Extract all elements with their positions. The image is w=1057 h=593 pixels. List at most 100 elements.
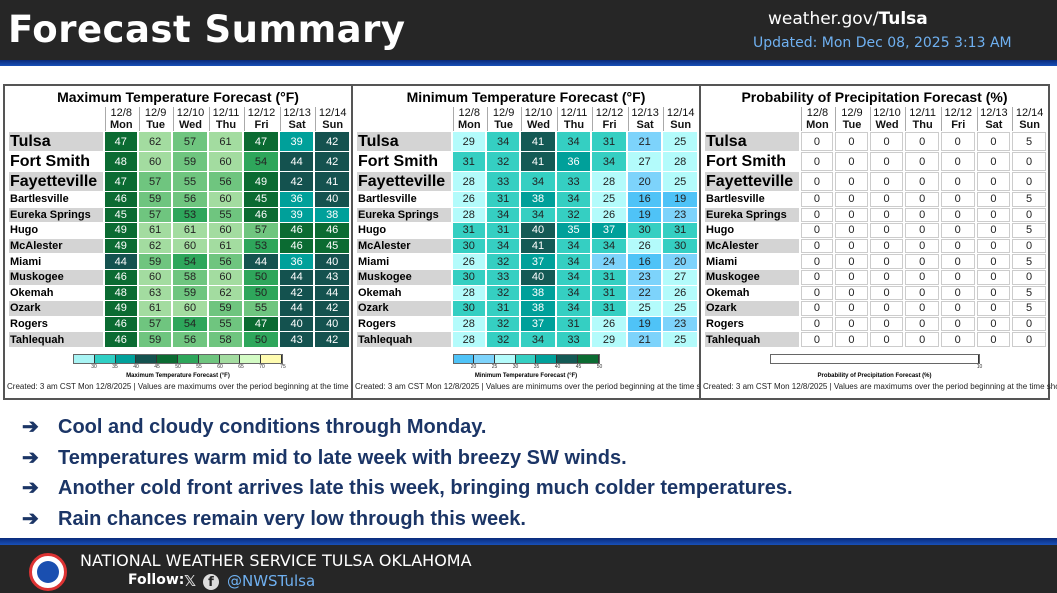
value-cell: 0 — [835, 285, 868, 301]
site-office: Tulsa — [878, 9, 928, 29]
value-cell: 54 — [173, 254, 207, 269]
value-cell: 5 — [1012, 192, 1046, 207]
legend-tick: 10 — [976, 363, 983, 370]
value-cell: 30 — [663, 238, 697, 254]
value-cell: 43 — [315, 269, 349, 285]
table-row: Fort Smith 48 60 59 60 54 44 42 — [9, 152, 349, 171]
value-cell: 40 — [521, 269, 555, 285]
value-cell: 26 — [592, 207, 626, 223]
city-name: Eureka Springs — [9, 207, 103, 223]
value-cell: 61 — [208, 132, 243, 151]
value-cell: 56 — [173, 192, 207, 207]
value-cell: 44 — [279, 301, 314, 316]
day-name: Thu — [912, 119, 933, 131]
value-cell: 0 — [976, 269, 1011, 285]
value-cell: 0 — [940, 238, 975, 254]
value-cell: 61 — [173, 223, 207, 238]
value-cell: 55 — [208, 207, 243, 223]
value-cell: 60 — [139, 269, 172, 285]
city-name: McAlester — [705, 238, 799, 254]
value-cell: 34 — [521, 172, 555, 191]
value-cell: 45 — [315, 238, 349, 254]
value-cell: 36 — [556, 152, 591, 171]
value-cell: 0 — [835, 238, 868, 254]
value-cell: 49 — [104, 301, 137, 316]
value-cell: 63 — [139, 285, 172, 301]
facebook-icon[interactable]: f — [203, 574, 219, 590]
value-cell: 0 — [940, 172, 975, 191]
table-row: Muskogee 46 60 58 60 50 44 43 — [9, 269, 349, 285]
value-cell: 42 — [315, 332, 349, 347]
value-cell: 61 — [208, 238, 243, 254]
value-cell: 34 — [556, 269, 591, 285]
value-cell: 0 — [940, 285, 975, 301]
city-name: Okemah — [358, 286, 402, 299]
day-header: 12/13 Sat — [279, 107, 314, 131]
value-cell: 57 — [173, 132, 207, 151]
social-handle[interactable]: @NWSTulsa — [227, 572, 316, 590]
value-cell: 0 — [905, 238, 939, 254]
value-cell: 40 — [315, 254, 349, 269]
value-cell: 47 — [104, 132, 137, 151]
day-date: 12/10 — [873, 107, 901, 119]
value-cell: 46 — [104, 332, 137, 347]
city-name: Fort Smith — [10, 152, 90, 170]
value-cell: 23 — [627, 269, 662, 285]
value-cell: 0 — [835, 172, 868, 191]
table-row: Miami 0 0 0 0 0 0 5 — [705, 254, 1046, 269]
table-row: Eureka Springs 45 57 53 55 46 39 38 — [9, 207, 349, 223]
city-name: Okemah — [10, 286, 54, 299]
table-row: Fort Smith 0 0 0 0 0 0 0 — [705, 152, 1046, 171]
value-cell: 0 — [869, 285, 904, 301]
day-date: 12/10 — [176, 107, 205, 119]
table-row: Ozark 0 0 0 0 0 0 5 — [705, 301, 1046, 316]
value-cell: 39 — [279, 207, 314, 223]
value-cell: 25 — [663, 332, 697, 347]
legend-tick: 50 — [175, 363, 181, 370]
value-cell: 25 — [592, 192, 626, 207]
value-cell: 0 — [800, 238, 834, 254]
value-cell: 37 — [592, 223, 626, 238]
legend-tick: 30 — [512, 363, 519, 370]
page-title: Forecast Summary — [8, 8, 406, 51]
bullet-text: Another cold front arrives late this wee… — [58, 477, 793, 499]
value-cell: 0 — [976, 207, 1011, 223]
value-cell: 0 — [869, 254, 904, 269]
created-note: Created: 3 am CST Mon 12/8/2025 | Values… — [355, 381, 722, 391]
legend-tick: 30 — [91, 363, 97, 370]
value-cell: 53 — [173, 207, 207, 223]
follow-label: Follow: — [128, 572, 185, 588]
value-cell: 40 — [315, 316, 349, 332]
table-row: Tulsa 47 62 57 61 47 39 42 — [9, 132, 349, 151]
arrow-right-icon: ➔ — [22, 416, 39, 438]
x-icon[interactable]: 𝕏 — [184, 572, 197, 590]
city-name: Eureka Springs — [705, 207, 799, 223]
value-cell: 48 — [104, 285, 137, 301]
city-name: Rogers — [358, 318, 396, 331]
value-cell: 49 — [104, 223, 137, 238]
value-cell: 56 — [208, 172, 243, 191]
value-cell: 26 — [452, 254, 485, 269]
value-cell: 38 — [521, 301, 555, 316]
legend-swatch — [240, 354, 262, 363]
table-row: Miami 44 59 54 56 44 36 40 — [9, 254, 349, 269]
value-cell: 28 — [452, 285, 485, 301]
legend-title: Minimum Temperature Forecast (°F) — [474, 372, 578, 379]
value-cell: 60 — [208, 192, 243, 207]
city-name: Fort Smith — [358, 152, 438, 170]
value-cell: 31 — [592, 132, 626, 151]
value-cell: 31 — [487, 301, 520, 316]
value-cell: 58 — [173, 269, 207, 285]
value-cell: 57 — [139, 316, 172, 332]
value-cell: 30 — [627, 223, 662, 238]
value-cell: 0 — [800, 152, 834, 171]
value-cell: 59 — [139, 332, 172, 347]
legend-title: Probability of Precipitation Forecast (%… — [817, 372, 932, 379]
site-link[interactable]: weather.gov/Tulsa — [768, 9, 928, 29]
table-row: Tahlequah 0 0 0 0 0 0 0 — [705, 332, 1046, 347]
value-cell: 5 — [1012, 301, 1046, 316]
day-date: 12/11 — [560, 107, 588, 119]
site-prefix: weather.gov/ — [768, 9, 879, 29]
value-cell: 0 — [800, 223, 834, 238]
city-name: Hugo — [10, 224, 39, 237]
